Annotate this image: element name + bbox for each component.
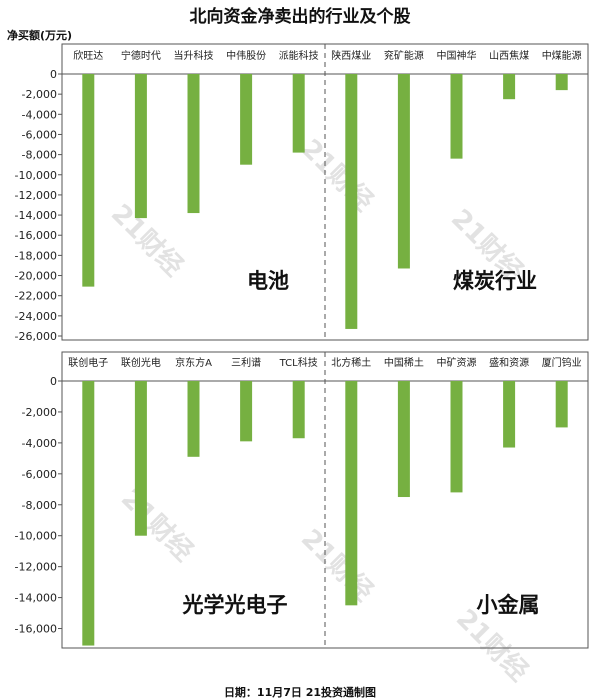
y-tick-label: -8,000 xyxy=(22,149,57,162)
y-tick-label: 0 xyxy=(50,68,57,81)
category-label: 宁德时代 xyxy=(121,49,161,62)
bar-山西焦煤 xyxy=(503,74,516,100)
y-tick-label: -12,000 xyxy=(15,189,57,202)
y-tick-label: -14,000 xyxy=(15,209,57,222)
y-tick-label: -14,000 xyxy=(15,592,57,605)
category-label: 山西焦煤 xyxy=(489,49,529,62)
watermark-21caijing-1-0: 21财经 xyxy=(115,483,199,567)
category-label: 联创光电 xyxy=(121,356,161,369)
bar-联创电子 xyxy=(82,381,95,646)
bar-兖矿能源 xyxy=(397,74,410,269)
bar-盛和资源 xyxy=(503,381,516,448)
category-label: 北方稀土 xyxy=(331,356,371,369)
bar-派能科技 xyxy=(292,74,305,153)
category-label: TCL科技 xyxy=(279,356,318,369)
category-label: 派能科技 xyxy=(279,49,319,62)
bar-中伟股份 xyxy=(240,74,253,165)
y-tick-label: -2,000 xyxy=(22,406,57,419)
y-tick-label: -16,000 xyxy=(15,229,57,242)
category-label: 中矿资源 xyxy=(437,356,477,369)
watermark-21caijing-0-1: 21财经 xyxy=(295,133,379,217)
y-tick-label: -16,000 xyxy=(15,623,57,636)
y-tick-label: -6,000 xyxy=(22,468,57,481)
y-tick-label: -18,000 xyxy=(15,249,57,262)
y-tick-label: -10,000 xyxy=(15,169,57,182)
y-axis-unit-label: 净买额(万元) xyxy=(7,29,73,42)
category-label: 中煤能源 xyxy=(542,49,582,62)
y-tick-label: -8,000 xyxy=(22,499,57,512)
bar-欣旺达 xyxy=(82,74,95,287)
category-label: 陕西煤业 xyxy=(331,49,371,62)
category-label: 厦门钨业 xyxy=(542,356,582,369)
bar-北方稀土 xyxy=(345,381,358,606)
y-tick-label: -10,000 xyxy=(15,530,57,543)
sector-label: 小金属 xyxy=(477,593,540,617)
y-tick-label: -12,000 xyxy=(15,561,57,574)
bar-中国稀土 xyxy=(397,381,410,498)
bar-中国神华 xyxy=(450,74,463,159)
y-tick-label: -22,000 xyxy=(15,290,57,303)
bar-联创光电 xyxy=(134,381,147,536)
y-tick-label: -2,000 xyxy=(22,88,57,101)
y-tick-label: -4,000 xyxy=(22,108,57,121)
category-label: 联创电子 xyxy=(68,356,108,369)
y-tick-label: -26,000 xyxy=(15,330,57,343)
category-label: 中国神华 xyxy=(437,49,477,62)
category-label: 中伟股份 xyxy=(226,49,266,62)
sector-label: 电池 xyxy=(247,269,289,293)
sector-label: 光学光电子 xyxy=(182,593,288,617)
chart-title: 北向资金净卖出的行业及个股 xyxy=(189,7,411,27)
y-tick-label: 0 xyxy=(50,375,57,388)
category-label: 京东方A xyxy=(175,356,212,369)
bar-宁德时代 xyxy=(134,74,147,219)
y-tick-label: -6,000 xyxy=(22,128,57,141)
watermark-21caijing-0-0: 21财经 xyxy=(105,198,189,282)
bar-京东方A xyxy=(187,381,200,457)
category-label: 中国稀土 xyxy=(384,356,424,369)
sector-label: 煤炭行业 xyxy=(453,269,537,293)
category-label: 当升科技 xyxy=(174,49,214,62)
bar-当升科技 xyxy=(187,74,200,214)
y-tick-label: -4,000 xyxy=(22,437,57,450)
category-label: 兖矿能源 xyxy=(384,49,424,62)
bar-TCL科技 xyxy=(292,381,305,439)
category-label: 欣旺达 xyxy=(73,49,103,62)
category-label: 三利谱 xyxy=(231,356,261,369)
y-tick-label: -24,000 xyxy=(15,310,57,323)
footer-credit: 日期：11月7日 21投资通制图 xyxy=(223,686,377,699)
bar-厦门钨业 xyxy=(555,381,568,428)
watermark-21caijing-1-1: 21财经 xyxy=(295,523,379,607)
bar-中矿资源 xyxy=(450,381,463,493)
category-label: 盛和资源 xyxy=(489,356,529,369)
y-tick-label: -20,000 xyxy=(15,270,57,283)
bar-中煤能源 xyxy=(555,74,568,91)
bar-陕西煤业 xyxy=(345,74,358,329)
bar-三利谱 xyxy=(240,381,253,442)
